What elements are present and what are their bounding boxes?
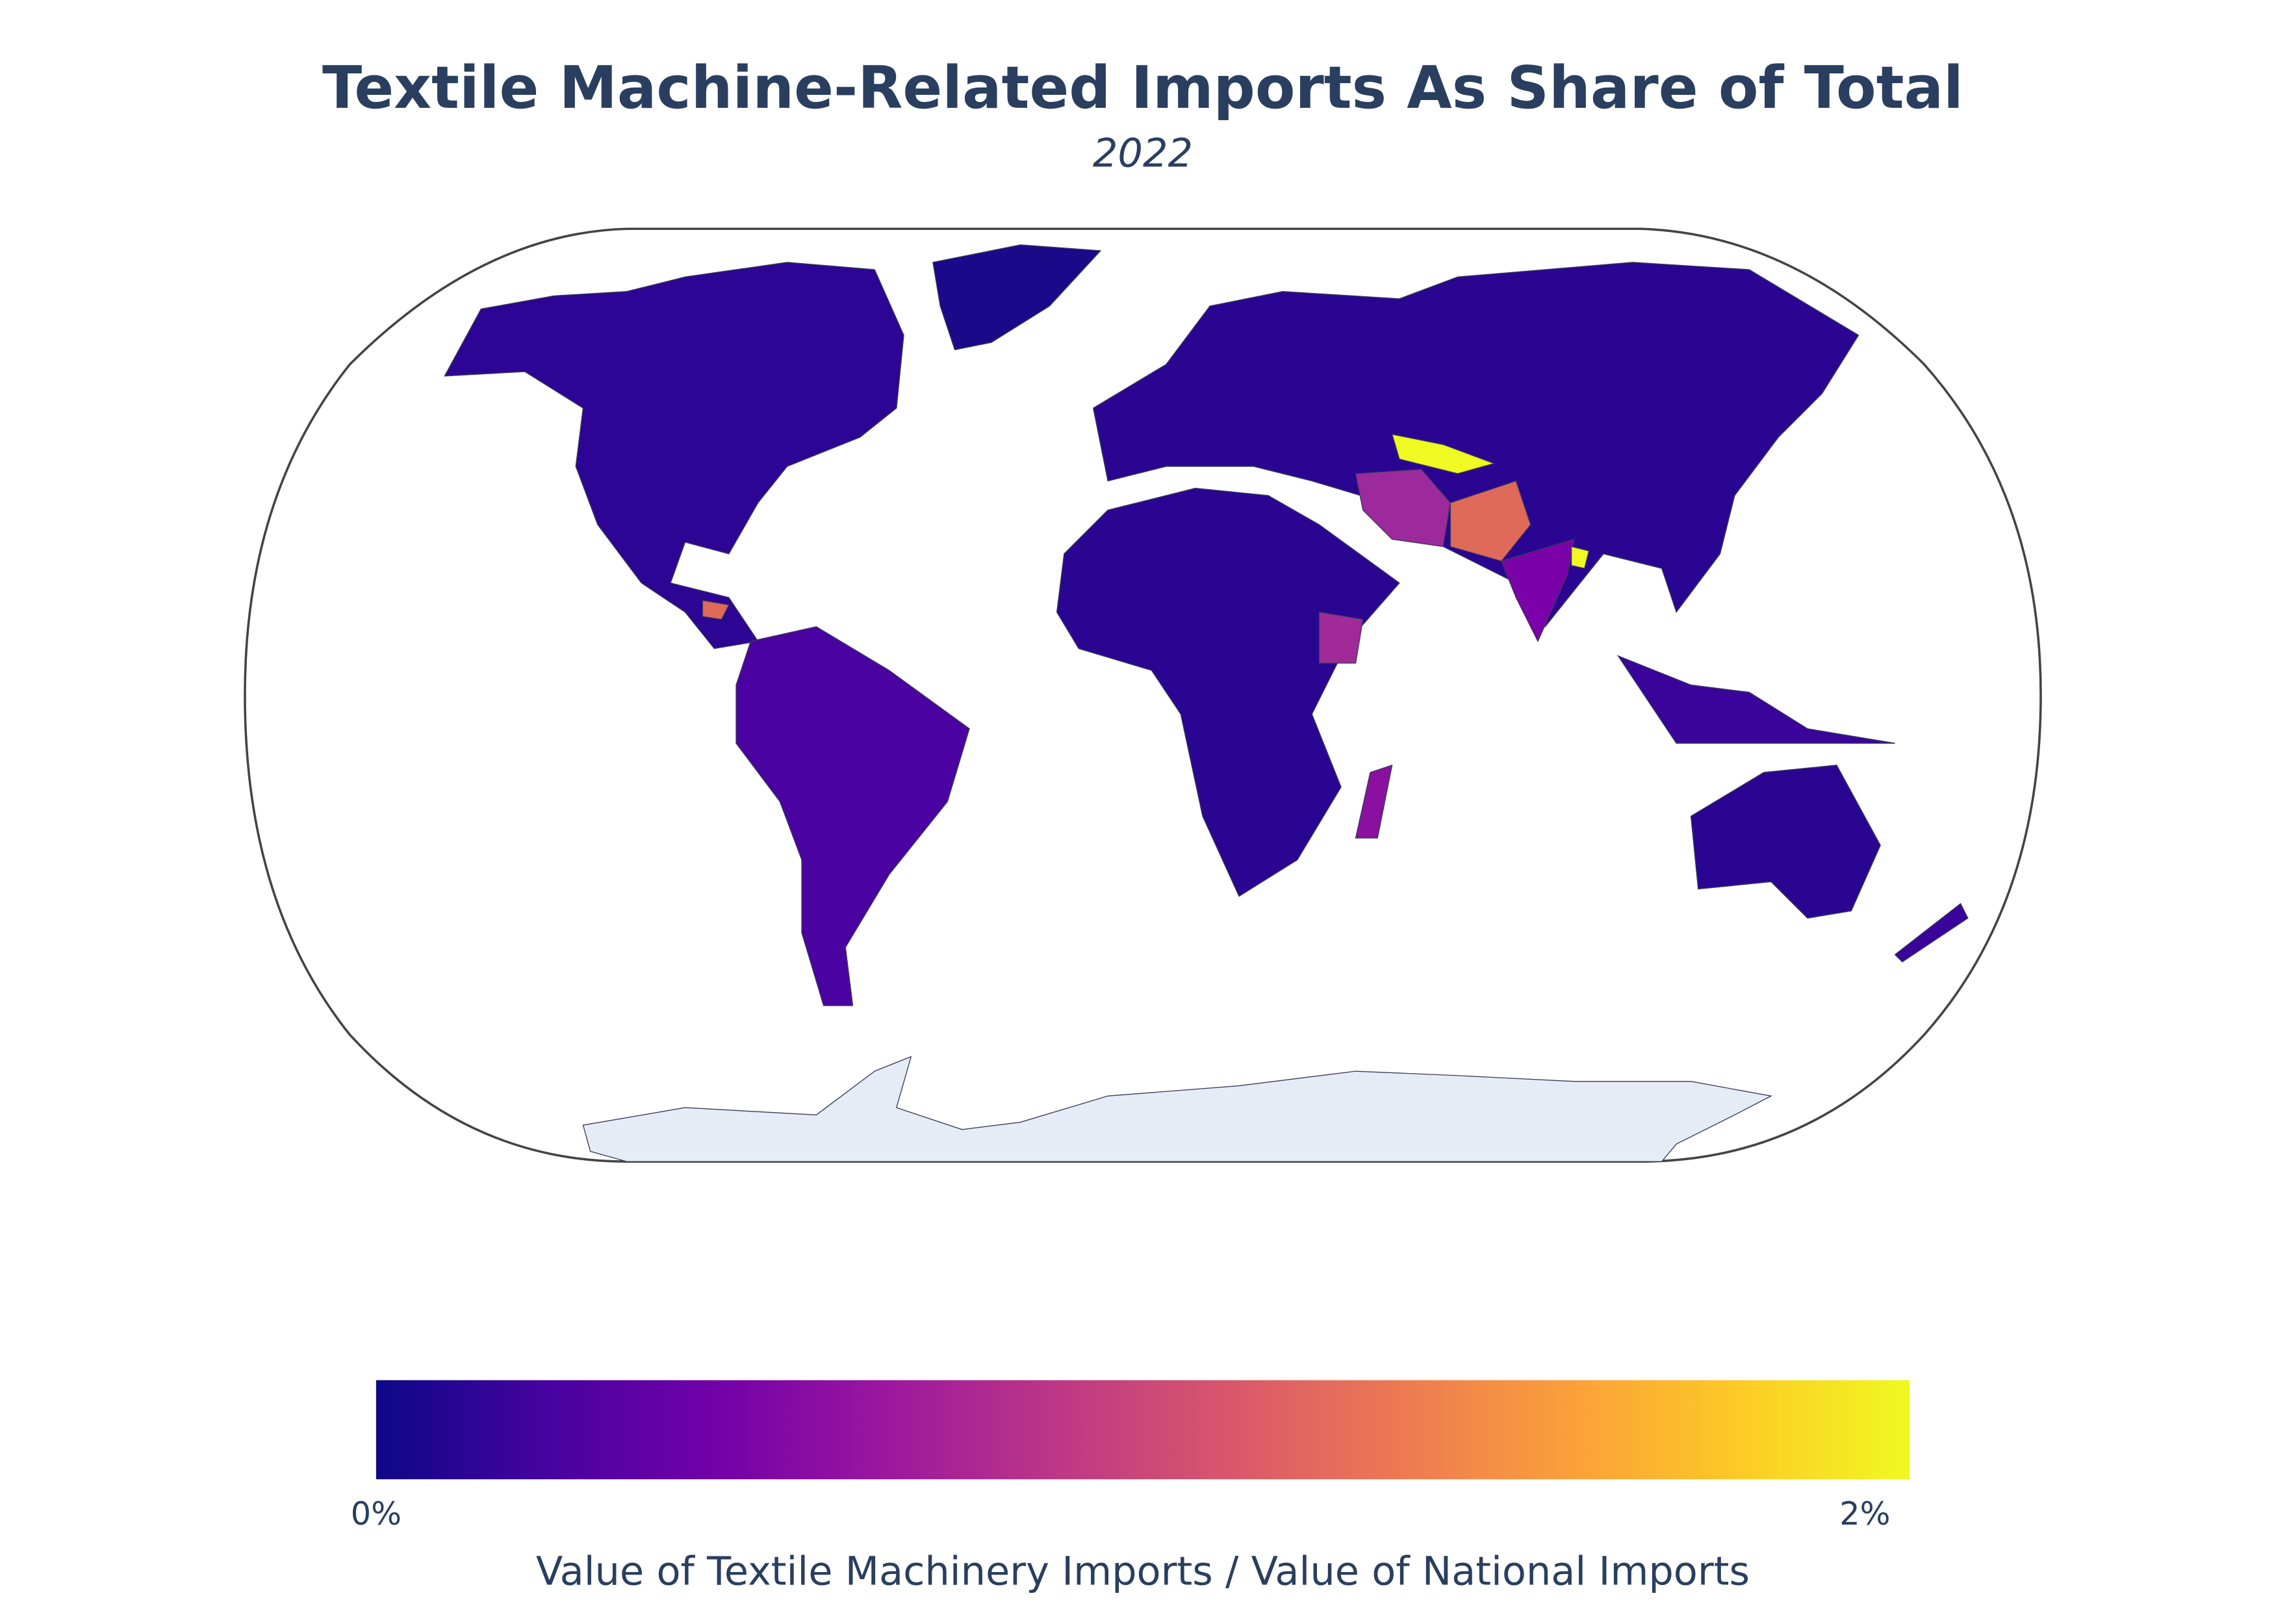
region-honduras bbox=[702, 600, 730, 620]
colorbar-title: Value of Textile Machinery Imports / Val… bbox=[536, 1549, 1750, 1595]
chart-title: Textile Machine-Related Imports As Share… bbox=[322, 55, 1963, 122]
southeast-asia-islands bbox=[1616, 655, 1895, 744]
region-ethiopia bbox=[1318, 611, 1364, 664]
south-america bbox=[735, 626, 970, 1006]
map bbox=[244, 227, 2042, 1163]
greenland bbox=[932, 244, 1102, 351]
region-india bbox=[1500, 539, 1575, 642]
australia bbox=[1690, 765, 1881, 919]
chart-subtitle: 2022 bbox=[1093, 131, 1193, 177]
colorbar-tick-label: 0% bbox=[351, 1495, 402, 1532]
region-pakistan bbox=[1450, 480, 1531, 562]
colorbar-tick-label: 2% bbox=[1839, 1495, 1890, 1532]
north-america bbox=[444, 262, 904, 650]
region-bangladesh bbox=[1570, 546, 1590, 569]
antarctica bbox=[582, 1056, 1773, 1162]
africa bbox=[1056, 487, 1400, 897]
region-iran bbox=[1355, 468, 1451, 548]
new-zealand bbox=[1894, 902, 1969, 963]
colorbar-gradient bbox=[376, 1380, 1910, 1480]
colorbar: 0% 2% bbox=[351, 1380, 1910, 1532]
madagascar bbox=[1355, 764, 1393, 839]
region-uzbekistan bbox=[1391, 433, 1496, 474]
